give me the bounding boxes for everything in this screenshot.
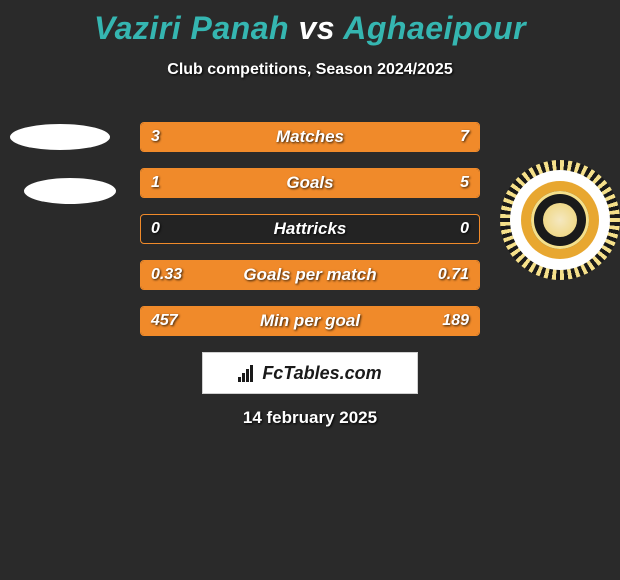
player2-badge-core [543, 203, 577, 237]
page-title: Vaziri Panah vs Aghaeipour [0, 0, 620, 47]
player2-badge [510, 170, 610, 270]
player2-badge-ring [521, 181, 599, 259]
stat-label: Min per goal [141, 307, 479, 335]
stat-value-right: 7 [460, 123, 469, 151]
stat-label: Goals [141, 169, 479, 197]
stat-row-hattricks: 0 Hattricks 0 [140, 214, 480, 244]
player1-badge-shape-a [10, 124, 110, 150]
stat-value-right: 0 [460, 215, 469, 243]
stat-value-right: 189 [442, 307, 469, 335]
stat-value-right: 5 [460, 169, 469, 197]
watermark-text: FcTables.com [262, 363, 381, 384]
bar-chart-icon [238, 364, 256, 382]
watermark[interactable]: FcTables.com [202, 352, 418, 394]
comparison-card: Vaziri Panah vs Aghaeipour Club competit… [0, 0, 620, 580]
player2-name: Aghaeipour [343, 10, 526, 46]
vs-text: vs [298, 10, 335, 46]
stat-label: Matches [141, 123, 479, 151]
player1-badge-shape-b [24, 178, 116, 204]
stat-row-goals: 1 Goals 5 [140, 168, 480, 198]
stat-label: Goals per match [141, 261, 479, 289]
stat-row-matches: 3 Matches 7 [140, 122, 480, 152]
stat-value-right: 0.71 [438, 261, 469, 289]
player1-name: Vaziri Panah [94, 10, 289, 46]
stat-label: Hattricks [141, 215, 479, 243]
subtitle: Club competitions, Season 2024/2025 [0, 61, 620, 79]
stat-row-mpg: 457 Min per goal 189 [140, 306, 480, 336]
stat-row-gpm: 0.33 Goals per match 0.71 [140, 260, 480, 290]
date-text: 14 february 2025 [0, 408, 620, 428]
player2-badge-inner [531, 191, 589, 249]
stats-panel: 3 Matches 7 1 Goals 5 0 Hattricks 0 0.33… [140, 122, 480, 352]
